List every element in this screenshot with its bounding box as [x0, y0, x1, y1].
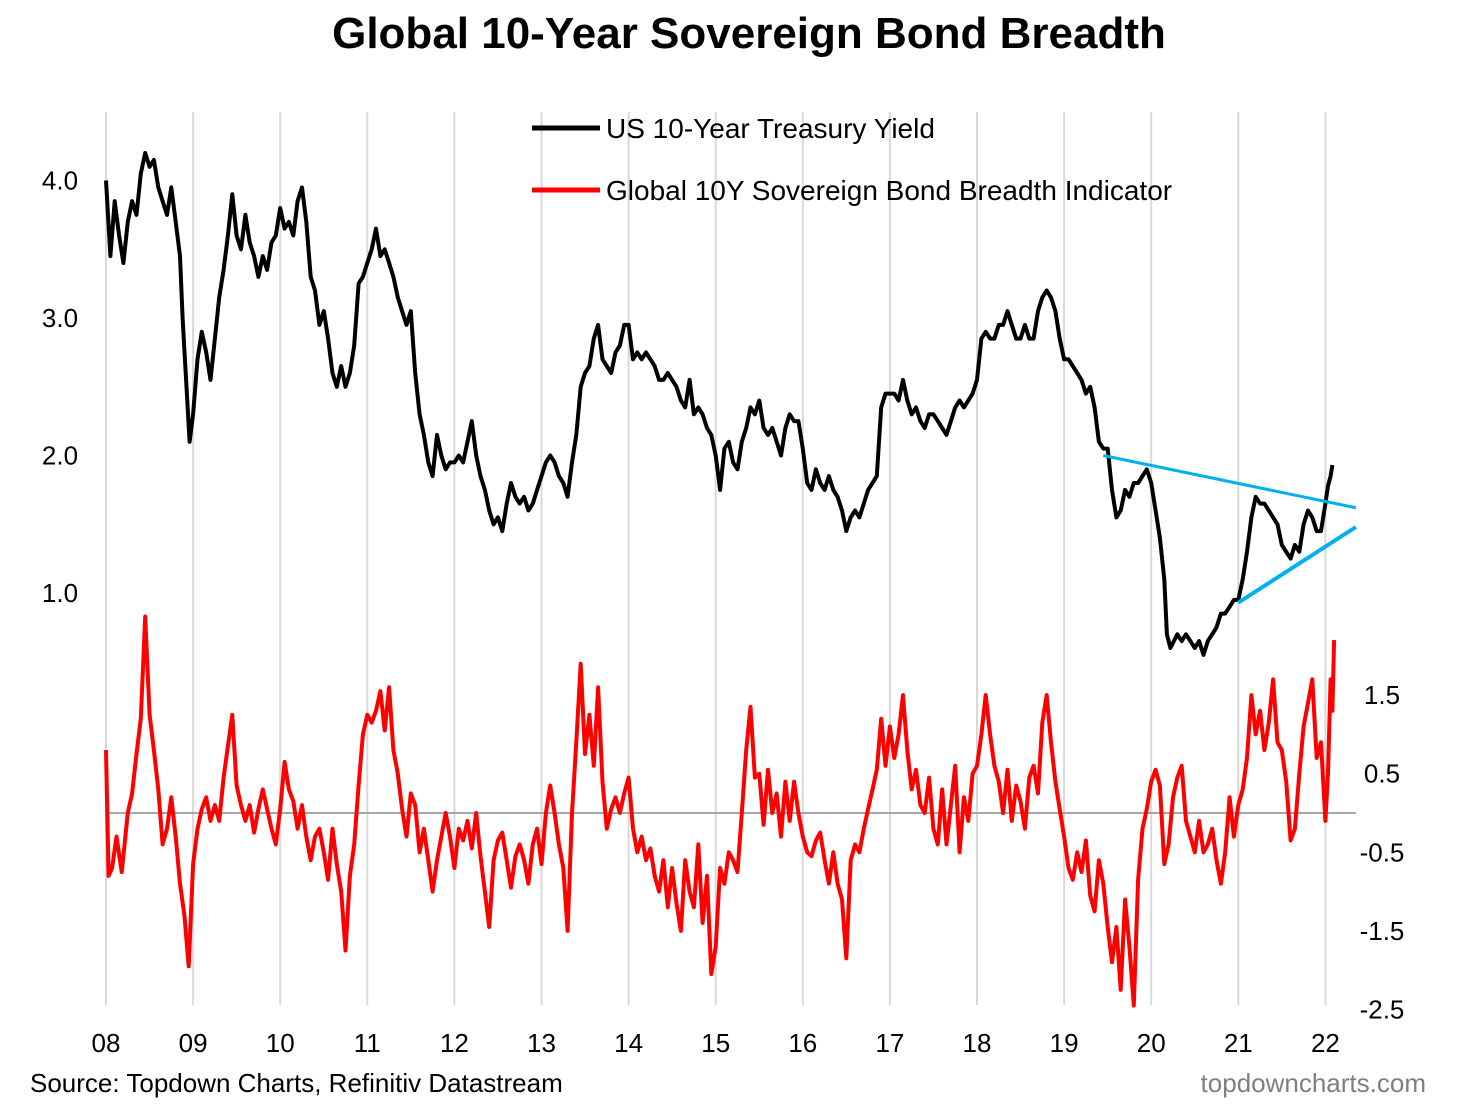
- x-tick-label: 11: [354, 1028, 381, 1058]
- brand-watermark: topdowncharts.com: [1201, 1068, 1426, 1098]
- right-tick-label: -2.5: [1360, 995, 1405, 1025]
- x-axis-ticks: 08 09 10 11 12 13 14 15 16 17 18 19 20 21 22: [92, 1028, 1340, 1058]
- legend: US 10-Year Treasury Yield Global 10Y Sov…: [532, 113, 1172, 206]
- right-tick-label: 0.5: [1364, 759, 1400, 789]
- right-tick-label: 1.5: [1364, 680, 1400, 710]
- x-tick-label: 19: [1050, 1028, 1079, 1058]
- left-tick-label: 2.0: [42, 441, 78, 471]
- left-axis-ticks: 1.0 2.0 3.0 4.0: [42, 166, 78, 609]
- x-tick-label: 18: [963, 1028, 992, 1058]
- right-axis-ticks: 1.5 0.5 -0.5 -1.5 -2.5: [1360, 680, 1405, 1024]
- left-tick-label: 3.0: [42, 303, 78, 333]
- left-tick-label: 1.0: [42, 578, 78, 608]
- chart-title: Global 10-Year Sovereign Bond Breadth: [332, 9, 1166, 58]
- x-tick-label: 13: [527, 1028, 556, 1058]
- x-tick-label: 20: [1137, 1028, 1166, 1058]
- x-tick-label: 17: [875, 1028, 904, 1058]
- breadth-indicator-line: [104, 614, 1337, 1008]
- right-tick-label: -1.5: [1360, 916, 1405, 946]
- x-tick-label: 14: [614, 1028, 643, 1058]
- legend-label-breadth: Global 10Y Sovereign Bond Breadth Indica…: [606, 175, 1172, 206]
- source-note: Source: Topdown Charts, Refinitiv Datast…: [30, 1068, 563, 1098]
- x-tick-label: 09: [179, 1028, 208, 1058]
- left-tick-label: 4.0: [42, 166, 78, 196]
- x-tick-label: 12: [440, 1028, 469, 1058]
- x-tick-label: 10: [266, 1028, 295, 1058]
- treasury-yield-line: [104, 151, 1335, 657]
- x-tick-label: 08: [92, 1028, 121, 1058]
- x-tick-label: 22: [1311, 1028, 1340, 1058]
- x-tick-label: 15: [701, 1028, 730, 1058]
- legend-label-treasury: US 10-Year Treasury Yield: [606, 113, 935, 144]
- lower-trendline: [1237, 525, 1357, 605]
- vertical-gridlines: [105, 112, 1327, 1005]
- right-tick-label: -0.5: [1360, 837, 1405, 867]
- x-tick-label: 21: [1224, 1028, 1253, 1058]
- x-tick-label: 16: [788, 1028, 817, 1058]
- upper-trendline: [1102, 454, 1357, 510]
